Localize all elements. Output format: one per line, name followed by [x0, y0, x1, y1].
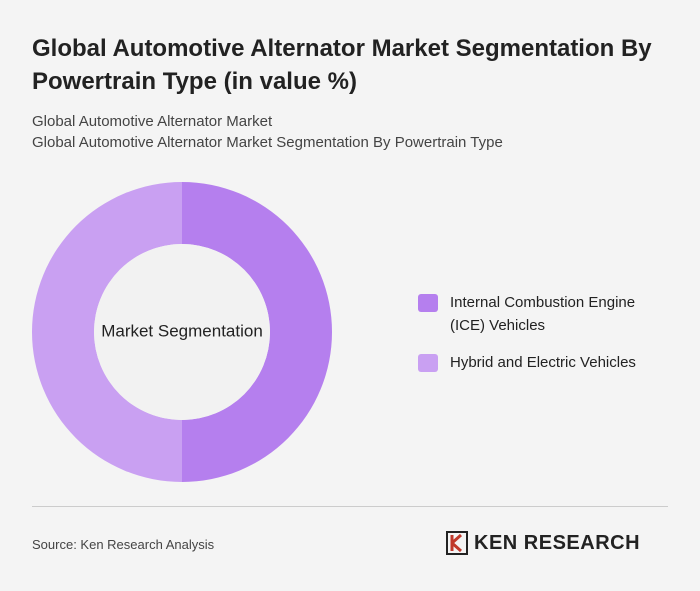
- logo-icon: [446, 531, 468, 555]
- center-label: Market Segmentation: [101, 321, 263, 340]
- donut-segment: [182, 182, 332, 482]
- legend-item: Hybrid and Electric Vehicles: [418, 351, 658, 374]
- subtitle: Global Automotive Alternator Market: [32, 113, 273, 130]
- chart-title: Global Automotive Alternator Market Segm…: [32, 35, 652, 95]
- legend-item: Internal Combustion Engine (ICE) Vehicle…: [418, 291, 658, 337]
- source: Source: Ken Research Analysis: [32, 537, 215, 552]
- logo: KEN RESEARCH: [446, 531, 640, 555]
- legend-swatch: [418, 354, 438, 372]
- legend-label: Hybrid and Electric Vehicles: [450, 354, 636, 371]
- donut-hole: [94, 244, 270, 420]
- legend-swatch: [418, 294, 438, 312]
- donut-segment: [32, 182, 182, 482]
- chart: Market Segmentation: [32, 182, 332, 482]
- logo-text: KEN RESEARCH: [474, 531, 641, 554]
- divider: [32, 506, 668, 507]
- subtitle: Global Automotive Alternator Market Segm…: [32, 134, 503, 151]
- legend: Internal Combustion Engine (ICE) Vehicle…: [418, 291, 658, 388]
- legend-label: Internal Combustion Engine (ICE) Vehicle…: [450, 294, 636, 334]
